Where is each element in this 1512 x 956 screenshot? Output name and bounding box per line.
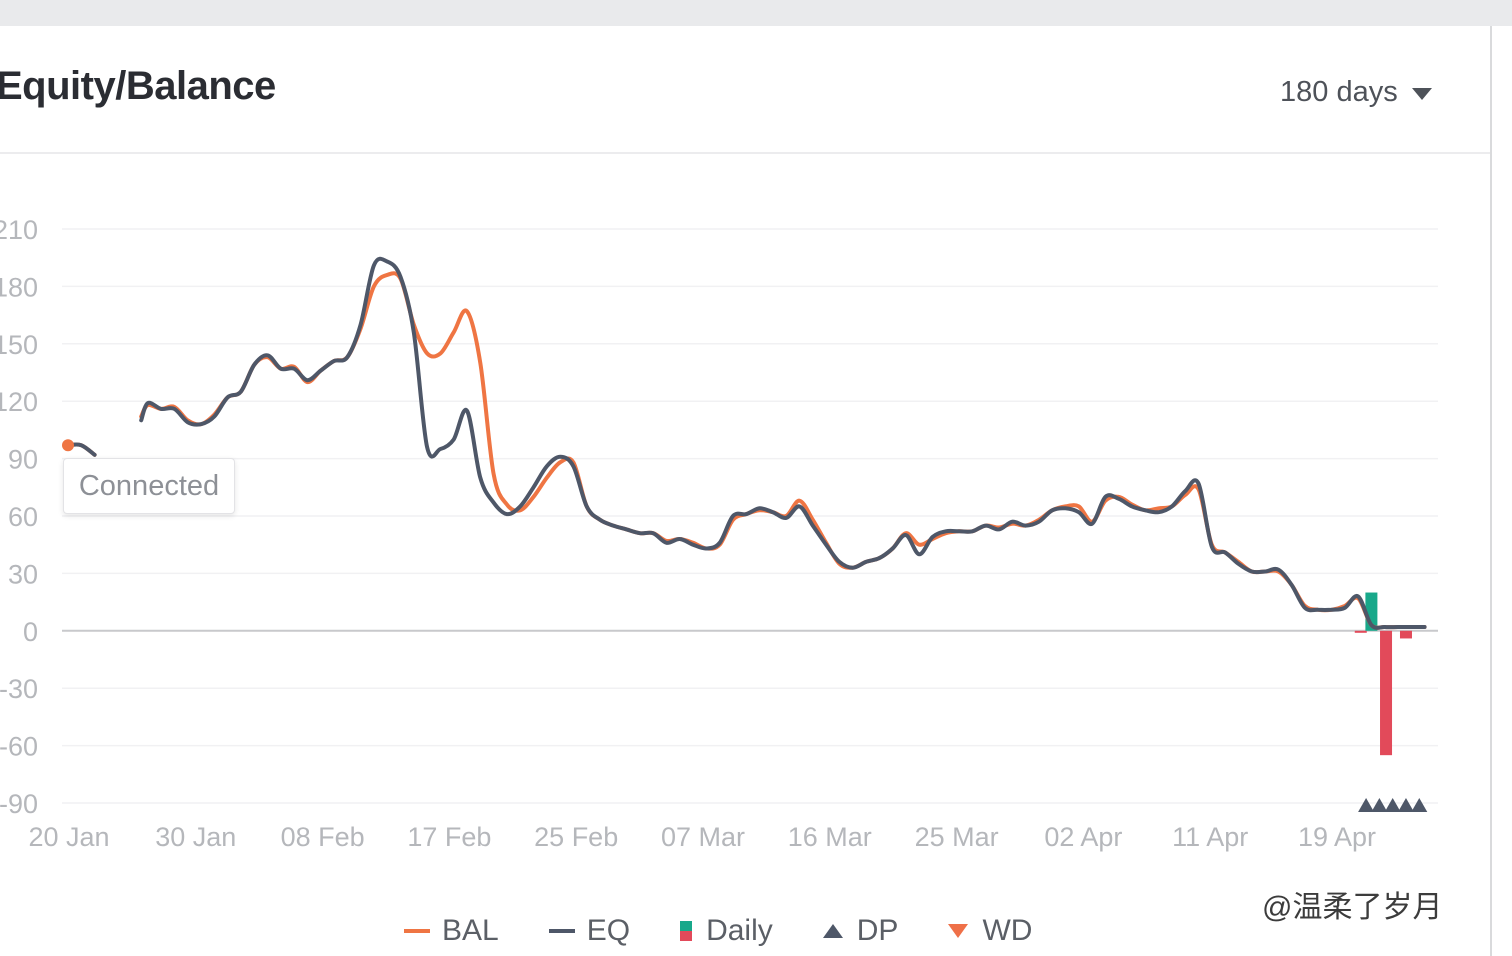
y-tick-label: -90 [0,789,38,819]
bal-legend-icon [404,929,430,933]
x-tick-label: 19 Apr [1298,822,1376,852]
y-tick-label: -30 [0,674,38,704]
triangle-up-icon [822,924,843,938]
x-tick-label: 17 Feb [407,822,491,852]
header-divider [0,152,1490,154]
legend-label-eq: EQ [586,914,631,947]
chart-legend: BAL EQ Daily DP WD [404,914,1032,948]
x-tick-label: 30 Jan [155,822,236,852]
dp-marker [1358,798,1375,812]
chart-card [0,26,1490,956]
legend-label-wd: WD [982,914,1033,947]
daily-bar [1354,630,1367,633]
caret-down-icon [1411,87,1432,100]
dp-marker [1411,798,1428,812]
card-border [1490,26,1492,956]
daily-bar [1399,630,1412,639]
y-tick-label: 150 [0,330,38,360]
daily-legend-icon [680,921,693,941]
x-tick-label: 25 Mar [915,822,999,852]
triangle-down-icon [948,924,969,938]
y-tick-label: 60 [8,502,38,532]
x-tick-label: 11 Apr [1172,822,1248,852]
watermark: @温柔了岁月 [1262,891,1443,924]
y-tick-label: 180 [0,272,38,302]
legend-label-dp: DP [856,914,899,947]
bal-start-point [62,439,74,452]
y-tick-label: 210 [0,215,38,245]
x-tick-label: 20 Jan [28,822,109,852]
dp-marker [1371,798,1388,812]
range-dropdown[interactable]: 180 days [1280,76,1432,109]
top-strip [0,0,1512,26]
y-tick-label: 120 [0,387,38,417]
daily-bar [1380,630,1393,756]
x-tick-label: 25 Feb [534,822,618,852]
tooltip: Connected [63,458,235,514]
legend-item-dp[interactable]: DP [822,914,899,948]
legend-item-bal[interactable]: BAL [404,914,499,948]
x-tick-label: 08 Feb [281,822,365,852]
y-tick-label: -60 [0,732,38,762]
legend-item-wd[interactable]: WD [948,914,1032,948]
y-tick-label: 30 [8,559,38,589]
dp-marker [1397,798,1414,812]
chart-title: Equity/Balance [0,64,276,108]
dp-marker [1384,798,1401,812]
legend-item-daily[interactable]: Daily [680,914,773,948]
eq-series-line [66,256,1427,630]
legend-label-bal: BAL [442,914,499,947]
x-tick-label: 16 Mar [788,822,872,852]
legend-item-eq[interactable]: EQ [548,914,631,948]
bal-series-line [66,271,1427,630]
y-tick-label: 0 [23,617,38,647]
x-tick-label: 02 Apr [1044,822,1122,852]
y-tick-label: 90 [8,445,38,475]
legend-label-daily: Daily [706,914,773,947]
range-label: 180 days [1280,76,1398,108]
eq-legend-icon [548,929,575,933]
x-tick-label: 07 Mar [661,822,745,852]
